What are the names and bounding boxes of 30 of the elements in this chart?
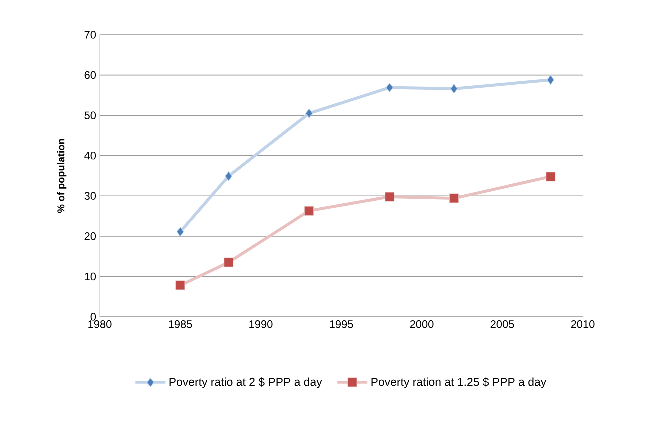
- x-tick-label: 1985: [169, 320, 192, 328]
- x-tick-label: 1980: [88, 320, 112, 328]
- legend-label: Poverty ration at 1.25 $ PPP a day: [372, 378, 547, 388]
- y-tick-label: 0: [90, 313, 96, 321]
- point: [386, 82, 394, 93]
- y-axis-title: % of population: [57, 139, 67, 214]
- point: [450, 84, 458, 94]
- point: [449, 194, 460, 204]
- x-tick-label: 2005: [490, 320, 514, 328]
- x-tick-label: 1990: [250, 320, 273, 328]
- x-tick-label: 2010: [571, 320, 595, 328]
- point: [176, 227, 184, 237]
- y-tick-label: 70: [84, 31, 96, 39]
- legend-label: Poverty ratio at 2 $ PPP a day: [170, 378, 322, 388]
- y-tick-label: 40: [84, 152, 96, 160]
- point: [304, 206, 314, 216]
- point: [306, 108, 313, 118]
- y-tick-label: 20: [84, 232, 96, 240]
- x-tick-label: 2000: [410, 320, 434, 328]
- y-tick-label: 10: [85, 272, 96, 281]
- x-tick-label: 1995: [330, 320, 354, 328]
- point: [225, 172, 232, 182]
- y-tick-label: 50: [84, 112, 96, 120]
- point: [546, 172, 556, 182]
- point: [224, 258, 234, 268]
- point: [547, 75, 554, 85]
- y-tick-label: 30: [84, 192, 96, 200]
- point: [385, 192, 395, 202]
- point: [176, 280, 186, 290]
- y-tick-label: 60: [84, 71, 96, 80]
